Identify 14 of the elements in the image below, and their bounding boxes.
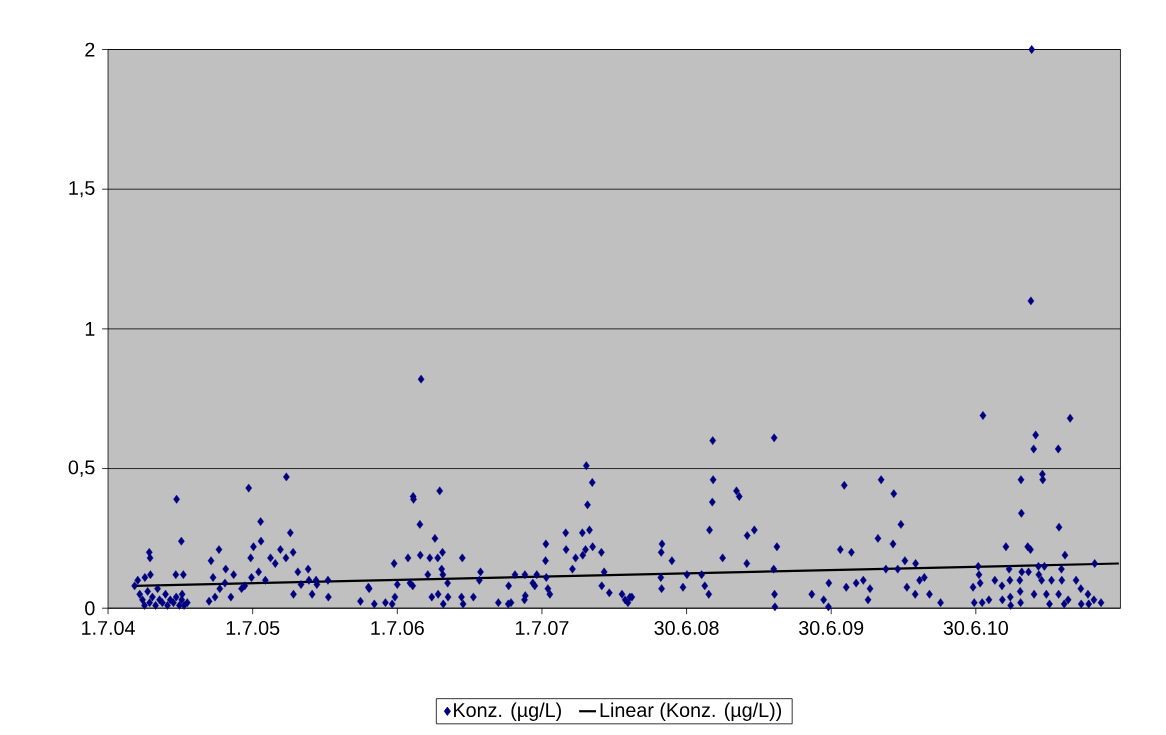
y-tick-label: 1,5 [69, 181, 95, 198]
x-tick-label: 30.6.09 [799, 620, 864, 635]
y-tick-label: 0,5 [68, 460, 95, 477]
x-tick-label: 1.7.07 [516, 620, 569, 635]
x-tick-label: 1.7.06 [371, 620, 424, 635]
legend-label: Konz. (µg/L) [454, 702, 561, 722]
x-tick-label: 1.7.05 [226, 620, 280, 635]
y-tick-label: 1 [85, 322, 95, 336]
x-tick-label: 30.6.08 [654, 620, 719, 635]
x-tick-label: 1.7.04 [82, 620, 135, 635]
legend-label: Linear (Konz. (µg/L)) [600, 702, 782, 722]
y-tick-label: 0 [85, 601, 95, 616]
y-tick-label: 2 [85, 42, 95, 57]
x-tick-label: 30.6.10 [943, 620, 1008, 635]
